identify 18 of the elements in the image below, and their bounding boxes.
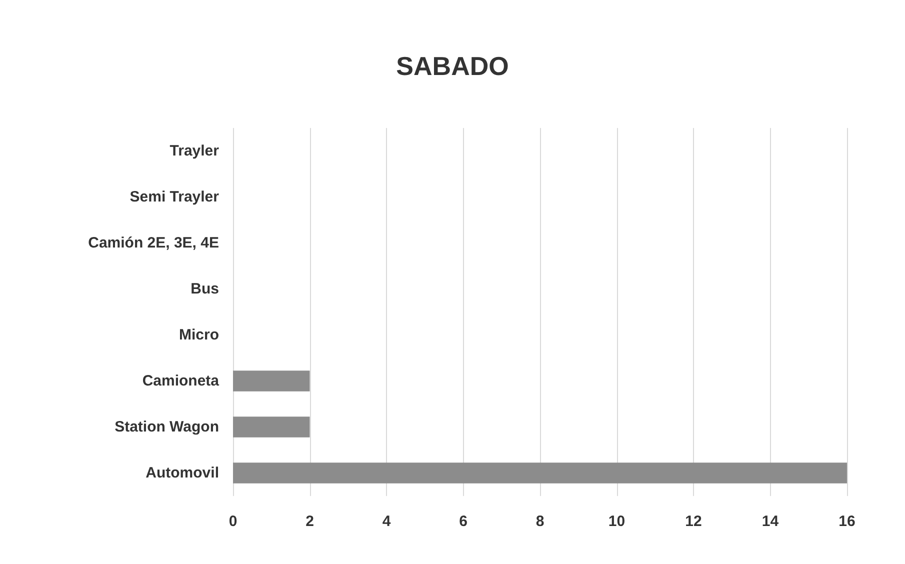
x-tick-label: 4 <box>382 513 392 530</box>
y-tick-label: Automovil <box>146 464 219 482</box>
x-tick-label: 12 <box>685 513 702 530</box>
x-tick-label: 16 <box>838 513 856 530</box>
x-tick-label: 2 <box>306 513 314 530</box>
y-tick-label: Semi Trayler <box>130 188 220 206</box>
y-tick-label: Micro <box>178 326 219 344</box>
y-tick-label: Bus <box>190 280 219 298</box>
x-tick-label: 0 <box>228 513 238 530</box>
y-tick-label: Camioneta <box>142 372 220 390</box>
y-tick-label: Station Wagon <box>114 418 219 436</box>
y-tick-label: Camión 2E, 3E, 4E <box>88 234 219 252</box>
x-tick-label: 14 <box>762 513 780 530</box>
x-tick-label: 6 <box>459 513 468 530</box>
y-tick-label: Trayler <box>170 142 220 160</box>
x-tick-label: 10 <box>608 513 626 530</box>
x-tick-label: 8 <box>536 513 544 530</box>
chart-title: SABADO <box>396 51 509 81</box>
